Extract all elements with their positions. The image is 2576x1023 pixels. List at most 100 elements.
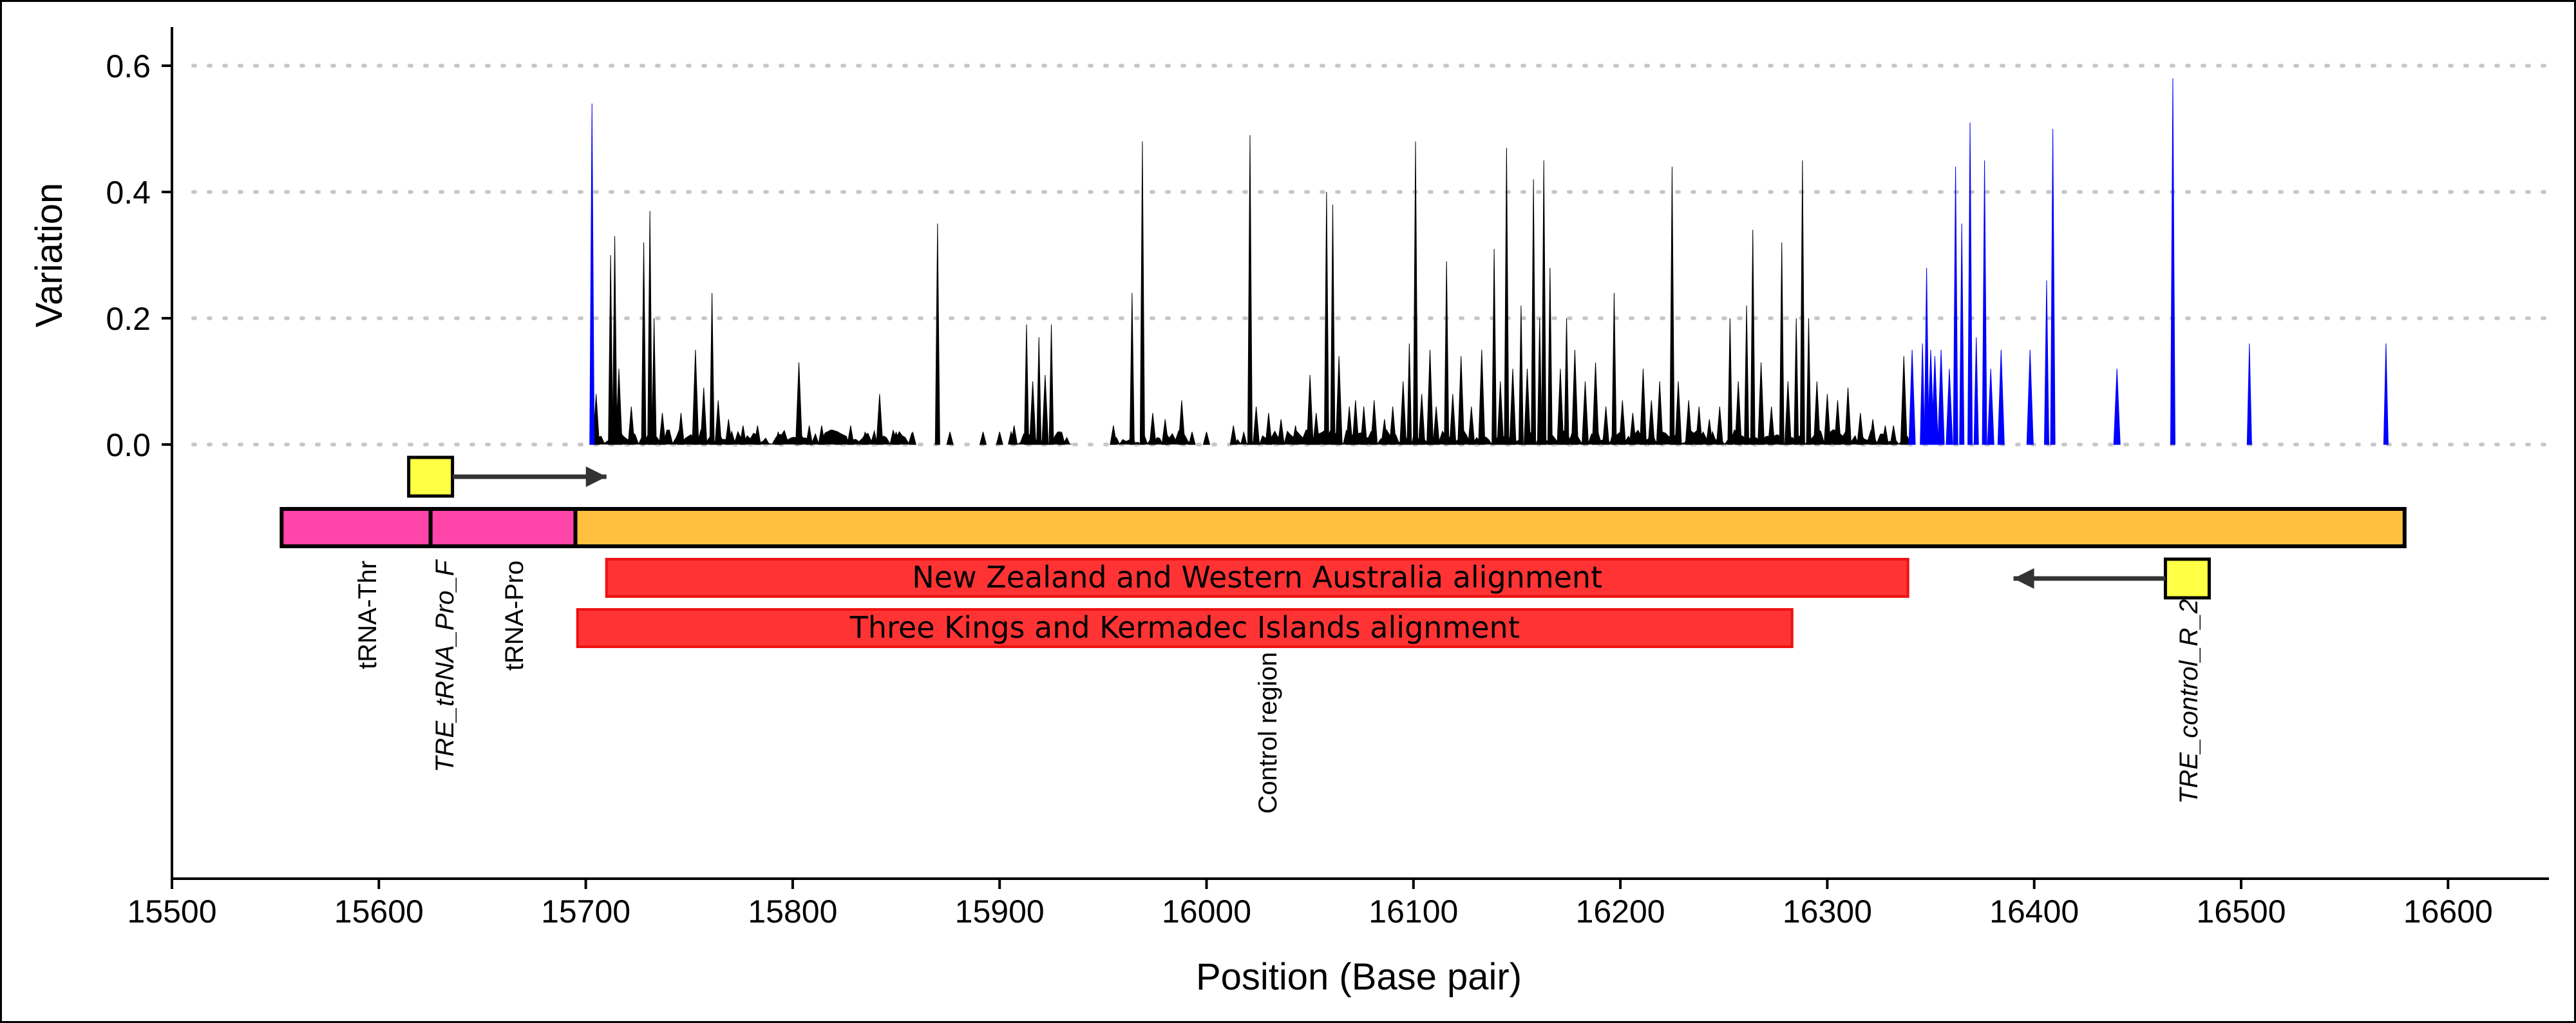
x-tick-label: 15700 [541, 894, 630, 930]
variation-series-black [592, 135, 1910, 445]
variation-peak [1188, 432, 1196, 445]
y-tick-label: 0.0 [106, 427, 151, 463]
x-tick-label: 16600 [2403, 894, 2493, 930]
variation-peak [1335, 356, 1343, 445]
variation-peak [1547, 267, 1553, 445]
variation-peak [1674, 381, 1682, 445]
x-tick-label: 16500 [2196, 894, 2286, 930]
variation-peak [692, 349, 699, 445]
variation-peak-blue [1967, 122, 1973, 445]
variation-peak [1799, 160, 1805, 445]
primer-arrowhead [2013, 568, 2034, 589]
variation-peak [996, 432, 1003, 445]
variation-peak [1541, 160, 1547, 445]
variation-peak [1669, 166, 1675, 445]
alignment-label: Three Kings and Kermadec Islands alignme… [849, 610, 1520, 645]
axis-ticks: 15500 15600 15700 15800 15900 16000 16100 16200… [106, 48, 2492, 930]
feature-bar [428, 507, 578, 548]
variation-peak-blue [2050, 128, 2056, 445]
grid-lines [191, 64, 2551, 446]
variation-series-blue [589, 78, 2389, 445]
variation-peak [1036, 337, 1042, 445]
variation-peak [1041, 375, 1049, 445]
alignment-bar [605, 558, 1909, 598]
y-tick-label: 0.4 [106, 175, 151, 211]
variation-peak [934, 223, 940, 445]
variation-peak [1247, 135, 1253, 445]
gene-features: New Zealand and Western Australia alignm… [279, 455, 2407, 814]
variation-peak [1806, 318, 1812, 445]
feature-label: tRNA-Thr [354, 560, 382, 669]
variation-peak [1757, 362, 1765, 445]
x-tick-label: 15500 [127, 894, 216, 930]
y-axis-title: Variation [28, 183, 70, 328]
alignment-label: New Zealand and Western Australia alignm… [912, 560, 1602, 595]
variation-peak [1229, 425, 1237, 445]
x-tick-label: 16000 [1162, 894, 1251, 930]
variation-peak [1784, 381, 1792, 445]
feature-label: TRE_tRNA_Pro_F [431, 559, 459, 772]
variation-peak-blue [1997, 349, 2005, 445]
variation-peak [1779, 242, 1785, 445]
variation-peak [1406, 343, 1412, 445]
variation-peak-blue [1959, 223, 1965, 445]
variation-peak [1413, 141, 1419, 445]
variation-peak [1564, 318, 1569, 445]
x-tick-label: 16400 [1989, 894, 2079, 930]
variation-peak [979, 432, 987, 445]
variation-peak [1202, 432, 1211, 445]
y-tick-label: 0.2 [106, 301, 151, 337]
variation-peak-blue [1982, 160, 1987, 445]
variation-peak [612, 236, 618, 445]
alignment-bar [576, 608, 1794, 648]
primer-box [407, 455, 455, 498]
axes [171, 27, 2549, 880]
variation-peak [1139, 141, 1145, 445]
variation-peak [1750, 229, 1756, 445]
variation-peak [1457, 356, 1465, 445]
x-tick-label: 15600 [334, 894, 424, 930]
variation-peak-blue [1973, 337, 1979, 445]
x-tick-label: 16200 [1576, 894, 1665, 930]
variation-peak [709, 292, 715, 445]
variation-peak [651, 318, 657, 445]
x-tick-label: 15900 [955, 894, 1045, 930]
variation-peak [1581, 381, 1589, 445]
variation-peak [1253, 406, 1260, 445]
variation-peak [1048, 324, 1054, 445]
variation-peak [1602, 406, 1610, 445]
variation-peak [1399, 381, 1407, 445]
variation-peak [1900, 356, 1908, 445]
variation-peak [608, 254, 614, 445]
variation-peak [1639, 368, 1647, 445]
variation-peak-blue [1953, 166, 1958, 445]
variation-baseline [598, 429, 1910, 445]
variation-peak-blue [589, 103, 595, 445]
variation-peak [1537, 318, 1542, 445]
variation-peak [592, 394, 600, 445]
variation-peak-blue [2246, 343, 2252, 445]
feature-label: Control region [1254, 652, 1282, 814]
variation-peak-blue [2170, 78, 2175, 445]
variation-peak [1727, 318, 1733, 445]
primer-arrowhead [585, 466, 607, 487]
variation-peak-blue [2043, 280, 2049, 445]
y-tick-label: 0.6 [106, 48, 151, 84]
variation-peak-blue [2026, 349, 2034, 445]
variation-peak [1531, 179, 1537, 445]
variation-peak [1716, 406, 1723, 445]
variation-peak-blue [1946, 368, 1953, 445]
variation-peak [1023, 324, 1029, 445]
variation-peak [1611, 292, 1617, 445]
x-axis-title: Position (Base pair) [1196, 956, 1522, 998]
x-tick-label: 15800 [748, 894, 837, 930]
variation-peak-blue [1931, 356, 1938, 445]
variation-peak [1744, 305, 1750, 445]
variation-peak [946, 432, 954, 445]
variation-peak-blue [1920, 343, 1926, 445]
variation-peak [1468, 406, 1475, 445]
feature-bar [573, 507, 2407, 548]
variation-peak [641, 242, 647, 445]
variation-peak-blue [1937, 349, 1945, 445]
variation-peak-blue [2383, 343, 2389, 445]
